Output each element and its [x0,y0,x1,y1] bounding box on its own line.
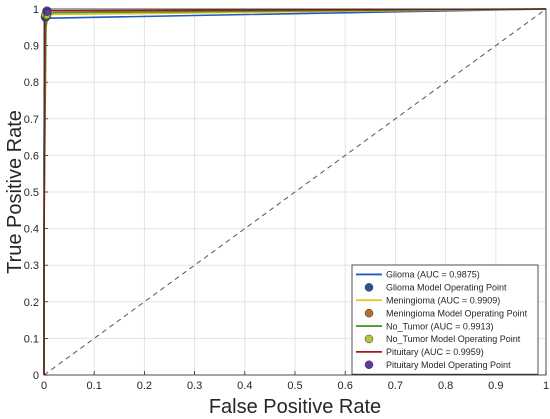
legend-entry-label: No_Tumor (AUC = 0.9913) [386,321,493,331]
y-tick-label: 0.7 [24,114,39,126]
legend-dot-swatch [364,334,374,344]
y-tick-label: 0 [33,370,39,382]
legend-dot-swatch [364,360,374,369]
y-tick-label: 0.9 [24,41,39,53]
y-tick-label: 0.5 [24,187,39,199]
x-tick-label: 0.6 [338,380,353,392]
chance-line [43,8,547,376]
x-tick-label: 0.3 [187,380,202,392]
x-tick-label: 0.5 [287,380,302,392]
x-tick-label: 0.2 [137,380,152,392]
plot-frame [43,8,547,376]
y-tick-label: 0.4 [24,224,39,236]
legend-entry-label: No_Tumor Model Operating Point [386,334,521,344]
y-tick-label: 0.6 [24,150,39,162]
legend-entry-label: Meningioma (AUC = 0.9909) [386,295,500,305]
x-tick-label: 1 [543,380,549,392]
legend-dot-swatch [364,308,374,318]
legend-dot-swatch [364,283,374,292]
x-tick-labels: 0 0.1 0.2 0.3 0.4 0.5 0.6 0.7 0.8 0.9 1 [41,380,549,392]
y-tick-labels: 0 0.1 0.2 0.3 0.4 0.5 0.6 0.7 0.8 0.9 1 [24,4,39,382]
y-tick-label: 0.8 [24,77,39,89]
x-tick-label: 0.8 [438,380,453,392]
legend-entry-label: Pituitary (AUC = 0.9959) [386,347,484,357]
x-tick-label: 0.1 [87,380,102,392]
legend-entry-label: Glioma (AUC = 0.9875) [386,270,480,280]
y-axis-label: True Positive Rate [4,110,26,274]
legend-entry-label: Meningioma Model Operating Point [386,308,528,318]
x-tick-label: 0.7 [388,380,403,392]
y-tick-label: 0.2 [24,297,39,309]
legend-entry-label: Glioma Model Operating Point [386,283,507,293]
y-tick-label: 1 [33,4,39,16]
legend-box [351,264,539,375]
legend-entry-label: Pituitary Model Operating Point [386,360,511,370]
x-tick-label: 0.9 [488,380,503,392]
y-tick-label: 0.1 [24,333,39,345]
x-tick-label: 0 [41,380,47,392]
x-tick-label: 0.4 [237,380,252,392]
x-axis-label: False Positive Rate [209,396,381,418]
legend: Glioma (AUC = 0.9875) Glioma Model Operat… [351,264,539,375]
y-tick-label: 0.3 [24,260,39,272]
